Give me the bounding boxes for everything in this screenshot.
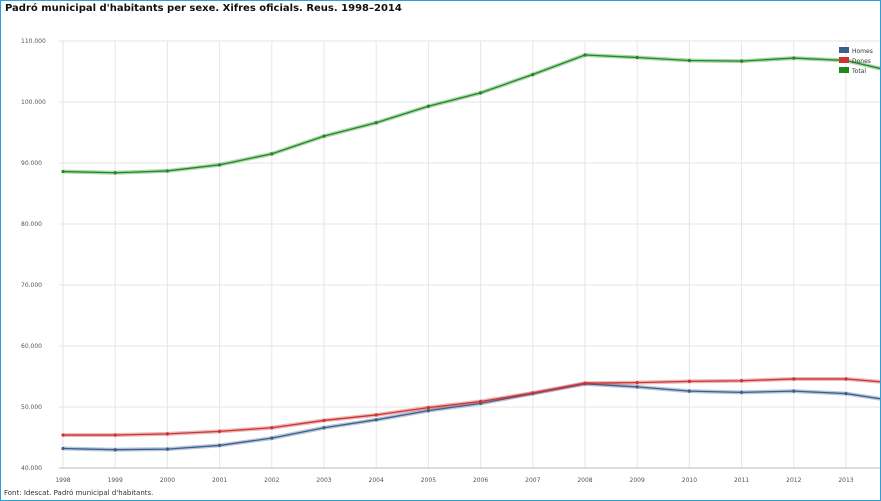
data-point-total xyxy=(531,72,535,77)
data-point-homes xyxy=(740,390,744,394)
y-tick-label: 40.000 xyxy=(21,465,42,472)
x-tick-label: 2007 xyxy=(525,477,540,484)
data-point-total xyxy=(740,59,744,63)
legend-swatch-total xyxy=(839,67,849,73)
legend-swatch-dones xyxy=(839,57,849,63)
x-tick-label: 2011 xyxy=(734,477,749,484)
data-point-dones xyxy=(583,381,587,385)
data-point-dones xyxy=(687,379,692,383)
x-tick-label: 2012 xyxy=(786,477,801,484)
data-point-total xyxy=(374,121,378,125)
x-tick-label: 2003 xyxy=(316,477,331,484)
x-tick-label: 1998 xyxy=(55,477,70,484)
data-point-total xyxy=(687,58,692,63)
y-tick-label: 60.000 xyxy=(21,343,42,350)
data-point-dones xyxy=(322,418,326,423)
x-tick-label: 2000 xyxy=(160,477,175,484)
legend-label-dones: Dones xyxy=(852,58,871,65)
data-point-homes xyxy=(792,389,796,393)
data-point-dones xyxy=(218,429,222,433)
data-point-total xyxy=(270,152,274,156)
x-tick-label: 2010 xyxy=(682,477,697,484)
data-point-dones xyxy=(113,433,117,437)
x-tick-label: 2005 xyxy=(421,477,436,484)
legend-label-homes: Homes xyxy=(852,48,873,55)
data-point-total xyxy=(322,134,326,138)
legend-label-total: Total xyxy=(851,68,866,75)
x-tick-label: 2001 xyxy=(212,477,227,484)
data-point-total xyxy=(635,55,639,60)
y-tick-label: 90.000 xyxy=(21,160,42,167)
series-halo-total xyxy=(62,53,880,175)
x-tick-label: 2006 xyxy=(473,477,488,484)
data-point-dones xyxy=(61,433,65,437)
data-point-homes xyxy=(218,443,222,448)
x-tick-label: 2002 xyxy=(264,477,279,484)
y-tick-label: 100.000 xyxy=(21,99,46,106)
data-point-total xyxy=(583,53,587,57)
source-note: Font: Idescat. Padró municipal d'habitan… xyxy=(4,489,154,497)
data-point-homes xyxy=(270,436,274,440)
data-point-homes xyxy=(635,385,639,389)
data-point-dones xyxy=(270,426,274,430)
legend-swatch-homes xyxy=(839,47,849,53)
data-point-homes xyxy=(165,447,169,451)
y-tick-label: 80.000 xyxy=(21,221,42,228)
data-point-homes xyxy=(113,448,117,452)
y-tick-label: 110.000 xyxy=(21,38,46,45)
x-axis: 1998 1999 2000 2001 2002 2003 2004 2005 2006 2007… xyxy=(55,477,853,484)
data-point-total xyxy=(165,169,169,173)
data-point-dones xyxy=(426,406,430,410)
data-point-dones xyxy=(479,399,483,404)
data-point-dones xyxy=(792,377,796,381)
data-point-total xyxy=(218,163,222,167)
legend: Homes Dones Total xyxy=(839,47,873,75)
x-tick-label: 2004 xyxy=(369,477,384,484)
y-tick-label: 70.000 xyxy=(21,282,42,289)
data-point-dones xyxy=(165,432,169,436)
y-axis: 40.000 50.000 60.000 70.000 80.000 90.000 100.… xyxy=(21,38,46,472)
x-tick-label: 2008 xyxy=(577,477,592,484)
series-halo-homes xyxy=(62,381,880,452)
data-point-homes xyxy=(687,389,692,393)
data-point-total xyxy=(113,171,117,175)
data-point-total xyxy=(792,56,796,60)
data-point-homes xyxy=(61,446,65,451)
data-point-total xyxy=(61,169,65,174)
chart-title: Padró municipal d'habitants per sexe. Xi… xyxy=(5,3,402,14)
data-point-total xyxy=(479,91,483,95)
grid xyxy=(59,40,880,469)
data-point-dones xyxy=(531,391,535,395)
series-line-total xyxy=(62,54,880,174)
data-point-homes xyxy=(844,391,848,396)
data-point-total xyxy=(426,104,430,108)
y-tick-label: 50.000 xyxy=(21,404,42,411)
x-tick-label: 1999 xyxy=(108,477,123,484)
series-group xyxy=(61,53,880,452)
data-point-dones xyxy=(374,413,378,417)
data-point-dones xyxy=(844,377,848,381)
data-point-homes xyxy=(322,426,326,430)
x-tick-label: 2013 xyxy=(838,477,853,484)
x-tick-label: 2009 xyxy=(630,477,645,484)
data-point-homes xyxy=(374,418,378,422)
data-point-dones xyxy=(740,379,744,383)
data-point-homes xyxy=(426,409,430,413)
data-point-dones xyxy=(635,381,639,385)
